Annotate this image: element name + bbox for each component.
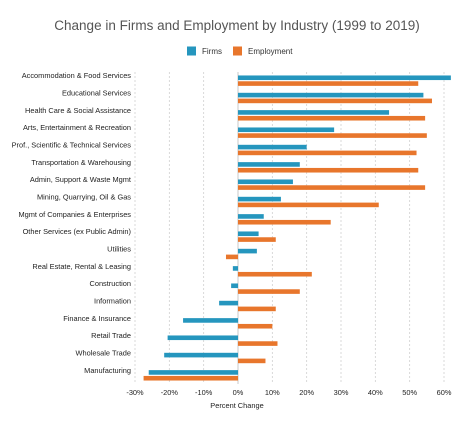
- category-label: Mining, Quarrying, Oil & Gas: [37, 193, 131, 202]
- bar-employment: [238, 219, 331, 225]
- category-label: Retail Trade: [91, 331, 131, 340]
- bar-employment: [143, 375, 238, 381]
- bar-firms: [238, 127, 335, 133]
- bar-firms: [238, 92, 424, 98]
- legend-swatch-employment: [233, 46, 242, 56]
- bar-employment: [238, 150, 417, 156]
- bar-employment: [238, 323, 273, 329]
- x-tick-label: 20%: [299, 388, 314, 397]
- bar-employment: [238, 115, 426, 121]
- bar-firms: [238, 196, 281, 202]
- bar-employment: [238, 289, 300, 294]
- category-label: Finance & Insurance: [63, 314, 131, 323]
- bar-firms: [232, 266, 238, 271]
- bar-firms: [238, 231, 259, 237]
- x-tick-label: 30%: [334, 388, 349, 397]
- category-label: Manufacturing: [84, 366, 131, 375]
- category-label: Other Services (ex Public Admin): [23, 227, 131, 236]
- bar-employment: [238, 341, 278, 346]
- category-label: Accommodation & Food Services: [22, 71, 132, 80]
- bar-firms: [164, 352, 238, 358]
- bar-firms: [238, 179, 293, 185]
- legend-label-firms: Firms: [202, 47, 222, 56]
- bar-employment: [238, 306, 276, 312]
- bar-firms: [238, 75, 451, 81]
- x-tick-label: -20%: [161, 388, 179, 397]
- bar-employment: [238, 98, 432, 104]
- bar-firms: [238, 110, 390, 115]
- x-tick-label: 10%: [265, 388, 280, 397]
- category-label: Real Estate, Rental & Leasing: [32, 262, 131, 271]
- x-tick-label: -30%: [126, 388, 144, 397]
- category-label: Arts, Entertainment & Recreation: [23, 123, 131, 132]
- x-tick-label: 40%: [368, 388, 383, 397]
- category-label: Prof., Scientific & Technical Services: [12, 141, 132, 150]
- legend: Firms Employment: [187, 46, 293, 56]
- category-label: Mgmt of Companies & Enterprises: [18, 210, 131, 219]
- bar-firms: [148, 370, 238, 375]
- category-label: Health Care & Social Assistance: [25, 106, 131, 115]
- chart-title: Change in Firms and Employment by Indust…: [54, 18, 419, 33]
- legend-label-employment: Employment: [248, 47, 293, 56]
- legend-swatch-firms: [187, 46, 196, 56]
- category-label: Wholesale Trade: [76, 349, 131, 358]
- bar-firms: [167, 335, 238, 341]
- category-label: Transportation & Warehousing: [31, 158, 131, 167]
- bar-employment: [238, 237, 276, 242]
- bar-firms: [238, 214, 264, 219]
- bar-firms: [238, 162, 300, 167]
- bar-firms: [231, 283, 238, 289]
- x-tick-label: 60%: [437, 388, 452, 397]
- bar-firms: [219, 300, 238, 306]
- bar-employment: [225, 254, 238, 260]
- bar-employment: [238, 185, 426, 190]
- bar-employment: [238, 358, 266, 364]
- category-label: Utilities: [107, 245, 131, 254]
- category-label: Construction: [90, 279, 132, 288]
- bar-employment: [238, 271, 312, 277]
- x-axis-title: Percent Change: [210, 401, 263, 410]
- category-label: Educational Services: [62, 89, 131, 98]
- bar-employment: [238, 167, 419, 173]
- bar-firms: [183, 318, 238, 323]
- bar-firms: [238, 144, 307, 150]
- x-tick-labels: -30% -20% -10% 0% 10% 20% 30% 40% 50% 60%: [126, 388, 451, 397]
- grid-lines: [134, 72, 445, 384]
- x-tick-label: -10%: [195, 388, 213, 397]
- category-labels: Accommodation & Food Services Educational…: [12, 71, 132, 375]
- bar-employment: [238, 133, 427, 138]
- bar-employment: [238, 81, 419, 86]
- x-tick-label: 0%: [233, 388, 244, 397]
- bar-employment: [238, 202, 379, 208]
- bars: [143, 75, 451, 381]
- bar-firms: [238, 248, 257, 254]
- category-label: Information: [94, 297, 131, 306]
- x-tick-label: 50%: [402, 388, 417, 397]
- category-label: Admin, Support & Waste Mgmt: [30, 175, 131, 184]
